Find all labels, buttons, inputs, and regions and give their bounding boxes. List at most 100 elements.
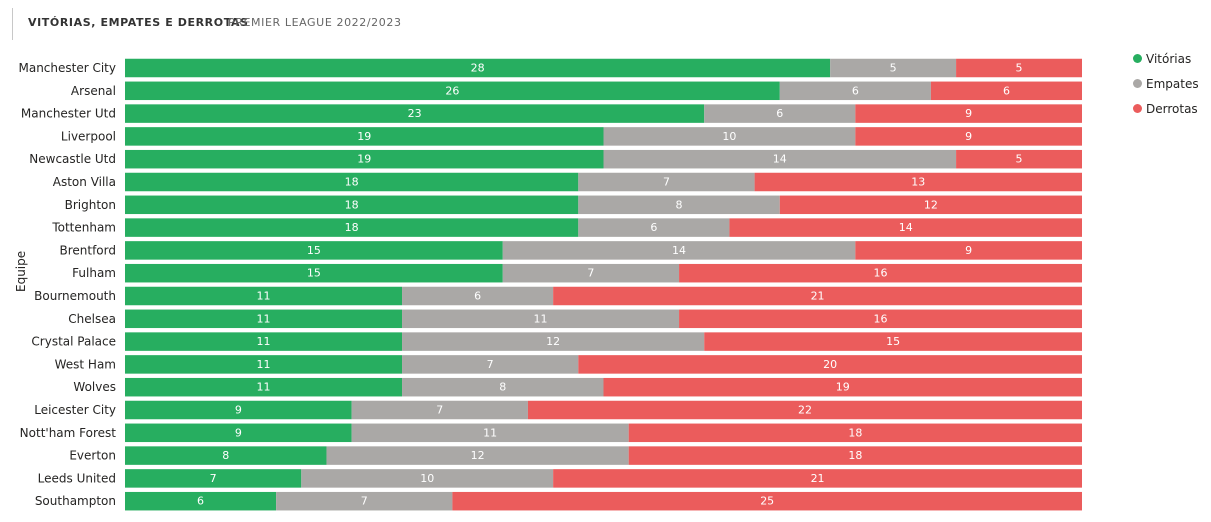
bar-segment-draws[interactable] (402, 355, 579, 374)
bar-segment-draws[interactable] (578, 172, 755, 192)
data-label-draws: 12 (546, 335, 560, 348)
bar-segment-losses[interactable] (452, 491, 1082, 511)
bar-segment-wins[interactable] (125, 491, 277, 511)
bar-segment-losses[interactable] (956, 149, 1082, 169)
bar-segment-draws[interactable] (603, 149, 957, 169)
data-label-wins: 6 (197, 495, 204, 508)
data-label-losses: 20 (823, 358, 837, 371)
data-label-losses: 9 (965, 244, 972, 257)
data-label-losses: 22 (798, 404, 812, 417)
data-label-draws: 6 (852, 84, 859, 97)
bar-segment-draws[interactable] (830, 58, 957, 78)
legend-item-losses[interactable]: Derrotas (1133, 96, 1199, 121)
bar-segment-wins[interactable] (125, 195, 579, 215)
category-label: Fulham (72, 266, 116, 280)
bar-segment-wins[interactable] (125, 241, 503, 260)
bar-segment-losses[interactable] (679, 309, 1082, 329)
data-label-wins: 15 (307, 267, 321, 280)
data-label-wins: 11 (257, 381, 271, 394)
bar-segment-draws[interactable] (301, 469, 554, 488)
bar-segment-draws[interactable] (351, 423, 629, 443)
bar-segment-losses[interactable] (628, 423, 1082, 443)
data-label-wins: 23 (408, 107, 422, 120)
bar-segment-wins[interactable] (125, 469, 302, 488)
data-label-draws: 8 (499, 381, 506, 394)
bar-segment-losses[interactable] (729, 218, 1082, 237)
bar-segment-wins[interactable] (125, 309, 403, 329)
bar-segment-wins[interactable] (125, 286, 403, 306)
bar-segment-losses[interactable] (527, 400, 1082, 420)
bar-segment-draws[interactable] (402, 309, 680, 329)
bar-segment-draws[interactable] (326, 446, 629, 465)
data-label-losses: 13 (911, 176, 925, 189)
bar-segment-wins[interactable] (125, 423, 352, 443)
bar-segment-draws[interactable] (578, 218, 730, 237)
legend-label-wins: Vitórias (1146, 51, 1192, 66)
data-label-draws: 6 (776, 107, 783, 120)
data-label-losses: 16 (874, 312, 888, 325)
bar-segment-losses[interactable] (855, 127, 1082, 146)
bar-segment-losses[interactable] (704, 332, 1082, 351)
bar-segment-losses[interactable] (603, 377, 1083, 397)
bar-segment-draws[interactable] (779, 81, 931, 101)
bar-segment-wins[interactable] (125, 127, 604, 146)
bar-segment-wins[interactable] (125, 149, 604, 169)
data-label-wins: 11 (257, 312, 271, 325)
bar-segment-losses[interactable] (956, 58, 1082, 78)
bar-segment-wins[interactable] (125, 400, 352, 420)
legend-item-draws[interactable]: Empates (1133, 71, 1199, 96)
legend-label-draws: Empates (1146, 76, 1199, 91)
bar-segment-draws[interactable] (402, 332, 705, 351)
bar-segment-wins[interactable] (125, 58, 831, 78)
bar-segment-losses[interactable] (754, 172, 1082, 192)
bar-segment-draws[interactable] (351, 400, 528, 420)
bar-segment-wins[interactable] (125, 172, 579, 192)
category-label: Southampton (35, 494, 116, 508)
data-label-wins: 11 (257, 358, 271, 371)
bar-segment-losses[interactable] (855, 104, 1082, 123)
category-label: Arsenal (71, 84, 116, 98)
bar-segment-draws[interactable] (603, 127, 856, 146)
legend-item-wins[interactable]: Vitórias (1133, 46, 1199, 71)
category-label: Nott'ham Forest (20, 426, 117, 440)
bar-segment-losses[interactable] (779, 195, 1082, 215)
bar-segment-wins[interactable] (125, 446, 327, 465)
data-label-draws: 7 (663, 176, 670, 189)
data-label-draws: 14 (672, 244, 686, 257)
bar-segment-losses[interactable] (930, 81, 1082, 101)
legend-label-losses: Derrotas (1146, 101, 1198, 116)
bar-segment-wins[interactable] (125, 218, 579, 237)
bar-segment-losses[interactable] (679, 263, 1082, 283)
data-label-wins: 19 (357, 153, 371, 166)
bar-segment-losses[interactable] (553, 286, 1082, 306)
bar-segment-losses[interactable] (578, 355, 1082, 374)
bar-segment-wins[interactable] (125, 355, 403, 374)
bar-segment-losses[interactable] (553, 469, 1082, 488)
data-label-wins: 11 (257, 290, 271, 303)
bar-segment-draws[interactable] (502, 263, 680, 283)
bar-segment-losses[interactable] (628, 446, 1082, 465)
bar-segment-wins[interactable] (125, 263, 503, 283)
data-label-draws: 11 (483, 426, 497, 439)
bar-segment-wins[interactable] (125, 81, 780, 101)
bar-segment-draws[interactable] (402, 377, 604, 397)
bar-segment-draws[interactable] (276, 491, 453, 511)
bar-segment-draws[interactable] (704, 104, 856, 123)
data-label-wins: 18 (345, 198, 359, 211)
bar-segment-draws[interactable] (578, 195, 780, 215)
data-label-draws: 6 (650, 221, 657, 234)
bar-segment-draws[interactable] (502, 241, 856, 260)
data-label-draws: 7 (436, 404, 443, 417)
data-label-losses: 21 (811, 472, 825, 485)
category-label: Crystal Palace (31, 335, 116, 349)
category-label: Newcastle Utd (29, 152, 116, 166)
bar-segment-wins[interactable] (125, 104, 705, 123)
category-label: Liverpool (61, 129, 116, 143)
bar-segment-wins[interactable] (125, 332, 403, 351)
data-label-wins: 9 (235, 404, 242, 417)
bar-segment-wins[interactable] (125, 377, 403, 397)
bar-segment-draws[interactable] (402, 286, 554, 306)
bar-segment-losses[interactable] (855, 241, 1082, 260)
category-label: Brighton (65, 198, 116, 212)
